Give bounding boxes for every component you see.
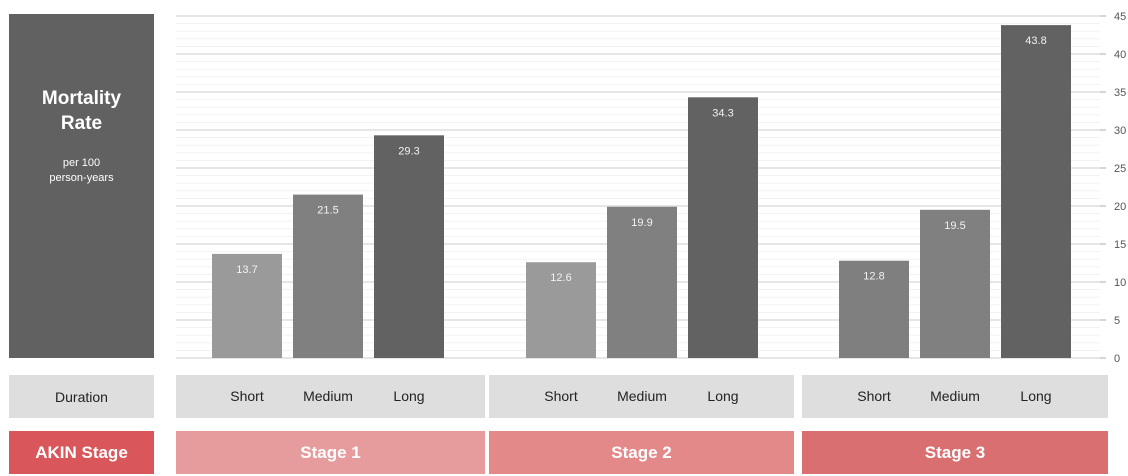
duration-label: Medium	[930, 388, 980, 404]
duration-group: Short Medium Long	[489, 375, 794, 418]
bar-value-label: 19.9	[631, 217, 652, 229]
bar	[920, 209, 990, 358]
duration-label: Short	[230, 388, 264, 404]
duration-label: Medium	[617, 388, 667, 404]
bar-chart: 0 5 10 15 20 25 30 35 40 45 13.7 21.5 29.3 12.6 19.9 34…	[176, 11, 1126, 365]
duration-label: Short	[544, 388, 578, 404]
duration-group: Short Medium Long	[802, 375, 1108, 418]
y-tick-label: 15	[1114, 239, 1126, 251]
y-tick-label: 5	[1114, 315, 1120, 327]
y-tick-label: 20	[1114, 201, 1126, 213]
bar-value-label: 43.8	[1025, 35, 1046, 47]
bar-value-label: 19.5	[944, 220, 965, 232]
duration-label: Short	[857, 388, 891, 404]
y-tick-label: 0	[1114, 353, 1120, 365]
y-tick-label: 45	[1114, 11, 1126, 23]
bar	[1001, 25, 1071, 359]
bar	[374, 135, 444, 358]
stage-label: Stage 3	[802, 431, 1108, 474]
duration-row-label: Duration	[9, 375, 154, 418]
bar	[293, 194, 363, 358]
stage-label: Stage 1	[176, 431, 485, 474]
duration-label: Long	[707, 388, 739, 404]
bar-value-label: 12.6	[550, 272, 571, 284]
bar-value-label: 13.7	[236, 264, 257, 276]
duration-label: Medium	[303, 388, 353, 404]
y-tick-label: 35	[1114, 87, 1126, 99]
duration-label: Long	[1020, 388, 1052, 404]
y-axis-subtitle: per 100 person-years	[49, 157, 114, 184]
bar-value-label: 29.3	[398, 145, 419, 157]
y-axis-title: Mortality Rate	[41, 88, 122, 134]
bar	[607, 206, 677, 358]
bar-value-label: 12.8	[863, 271, 884, 283]
stage-label: Stage 2	[489, 431, 794, 474]
bar	[526, 262, 596, 358]
y-tick-label: 10	[1114, 277, 1126, 289]
bar-value-label: 34.3	[712, 107, 733, 119]
bar	[688, 97, 758, 358]
bar	[839, 260, 909, 358]
bar	[212, 253, 282, 358]
stage-row-label: AKIN Stage	[9, 431, 154, 474]
y-tick-label: 30	[1114, 125, 1126, 137]
duration-label: Long	[393, 388, 425, 404]
y-axis-label-box: Mortality Rate per 100 person-years	[9, 14, 154, 358]
y-tick-label: 25	[1114, 163, 1126, 175]
y-tick-label: 40	[1114, 49, 1126, 61]
duration-group: Short Medium Long	[176, 375, 485, 418]
bar-value-label: 21.5	[317, 205, 338, 217]
